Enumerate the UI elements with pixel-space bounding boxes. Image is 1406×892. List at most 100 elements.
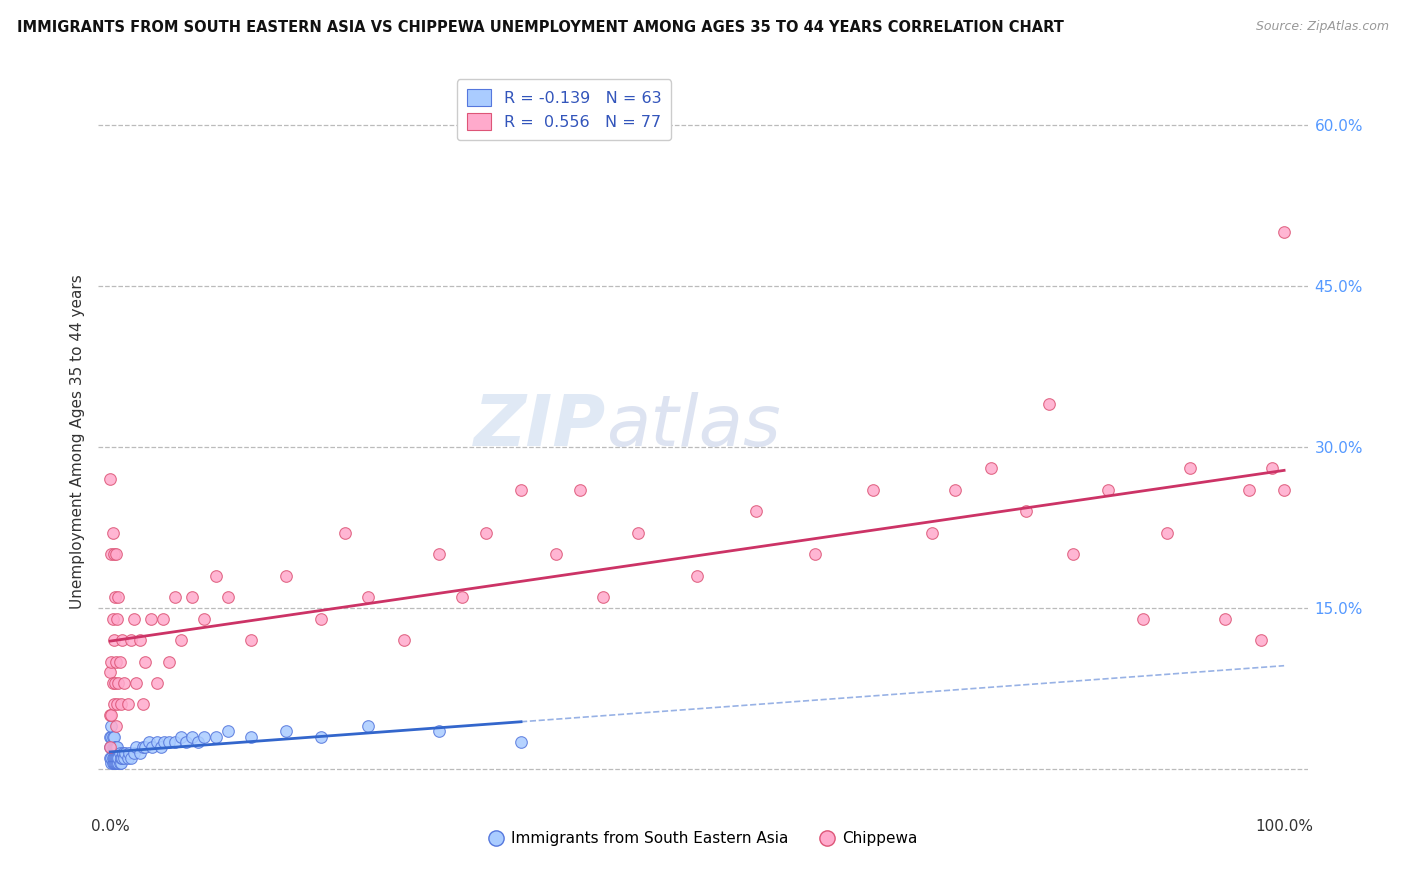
Text: Source: ZipAtlas.com: Source: ZipAtlas.com [1256, 20, 1389, 33]
Point [1180, 461, 1202, 475]
Point [1062, 547, 1084, 561]
Point [118, 746, 141, 760]
Point [128, 746, 150, 760]
Point [100, 655, 122, 669]
Legend: Immigrants from South Eastern Asia, Chippewa: Immigrants from South Eastern Asia, Chip… [482, 825, 924, 852]
Point [132, 698, 155, 712]
Point [110, 698, 132, 712]
Point [105, 756, 128, 771]
Point [451, 590, 474, 604]
Point [103, 751, 125, 765]
Text: atlas: atlas [606, 392, 780, 461]
Point [138, 735, 160, 749]
Point [1272, 483, 1295, 497]
Point [105, 611, 128, 625]
Point [100, 740, 122, 755]
Point [311, 730, 333, 744]
Point [357, 590, 380, 604]
Point [107, 676, 129, 690]
Point [105, 740, 128, 755]
Point [108, 655, 131, 669]
Point [103, 547, 125, 561]
Point [108, 746, 131, 760]
Point [862, 483, 884, 497]
Point [100, 719, 122, 733]
Point [146, 676, 169, 690]
Point [193, 730, 215, 744]
Point [169, 633, 191, 648]
Point [120, 751, 142, 765]
Point [1038, 397, 1060, 411]
Point [149, 740, 172, 755]
Point [103, 730, 125, 744]
Point [107, 751, 129, 765]
Point [110, 751, 132, 765]
Point [163, 590, 186, 604]
Point [921, 525, 943, 540]
Point [686, 568, 709, 582]
Point [98, 665, 121, 680]
Point [181, 730, 204, 744]
Point [101, 525, 124, 540]
Point [120, 633, 142, 648]
Text: IMMIGRANTS FROM SOUTH EASTERN ASIA VS CHIPPEWA UNEMPLOYMENT AMONG AGES 35 TO 44 : IMMIGRANTS FROM SOUTH EASTERN ASIA VS CH… [17, 20, 1064, 35]
Point [100, 756, 122, 771]
Point [111, 633, 134, 648]
Point [187, 735, 209, 749]
Point [110, 756, 132, 771]
Point [1132, 611, 1154, 625]
Point [111, 751, 134, 765]
Point [134, 740, 156, 755]
Point [146, 735, 169, 749]
Point [105, 751, 128, 765]
Point [98, 472, 121, 486]
Point [98, 740, 121, 755]
Point [157, 655, 180, 669]
Text: ZIP: ZIP [474, 392, 606, 461]
Point [100, 730, 122, 744]
Point [1250, 633, 1272, 648]
Point [475, 525, 498, 540]
Point [627, 525, 650, 540]
Point [217, 590, 239, 604]
Point [132, 740, 155, 755]
Point [945, 483, 967, 497]
Point [101, 730, 124, 744]
Point [803, 547, 825, 561]
Point [105, 719, 128, 733]
Point [510, 735, 533, 749]
Point [128, 633, 150, 648]
Point [100, 547, 122, 561]
Point [1237, 483, 1260, 497]
Point [117, 698, 139, 712]
Point [357, 719, 380, 733]
Point [163, 735, 186, 749]
Point [176, 735, 198, 749]
Point [157, 735, 180, 749]
Point [100, 708, 122, 723]
Point [980, 461, 1002, 475]
Point [103, 698, 125, 712]
Point [107, 590, 129, 604]
Point [104, 740, 127, 755]
Point [592, 590, 614, 604]
Y-axis label: Unemployment Among Ages 35 to 44 years: Unemployment Among Ages 35 to 44 years [69, 274, 84, 609]
Point [141, 740, 163, 755]
Point [568, 483, 591, 497]
Point [276, 724, 298, 739]
Point [217, 724, 239, 739]
Point [114, 746, 136, 760]
Point [105, 751, 128, 765]
Point [104, 676, 127, 690]
Point [240, 633, 263, 648]
Point [107, 756, 129, 771]
Point [101, 611, 124, 625]
Point [141, 611, 163, 625]
Point [546, 547, 568, 561]
Point [134, 655, 156, 669]
Point [153, 735, 176, 749]
Point [104, 751, 127, 765]
Point [98, 730, 121, 744]
Point [122, 611, 145, 625]
Point [204, 568, 226, 582]
